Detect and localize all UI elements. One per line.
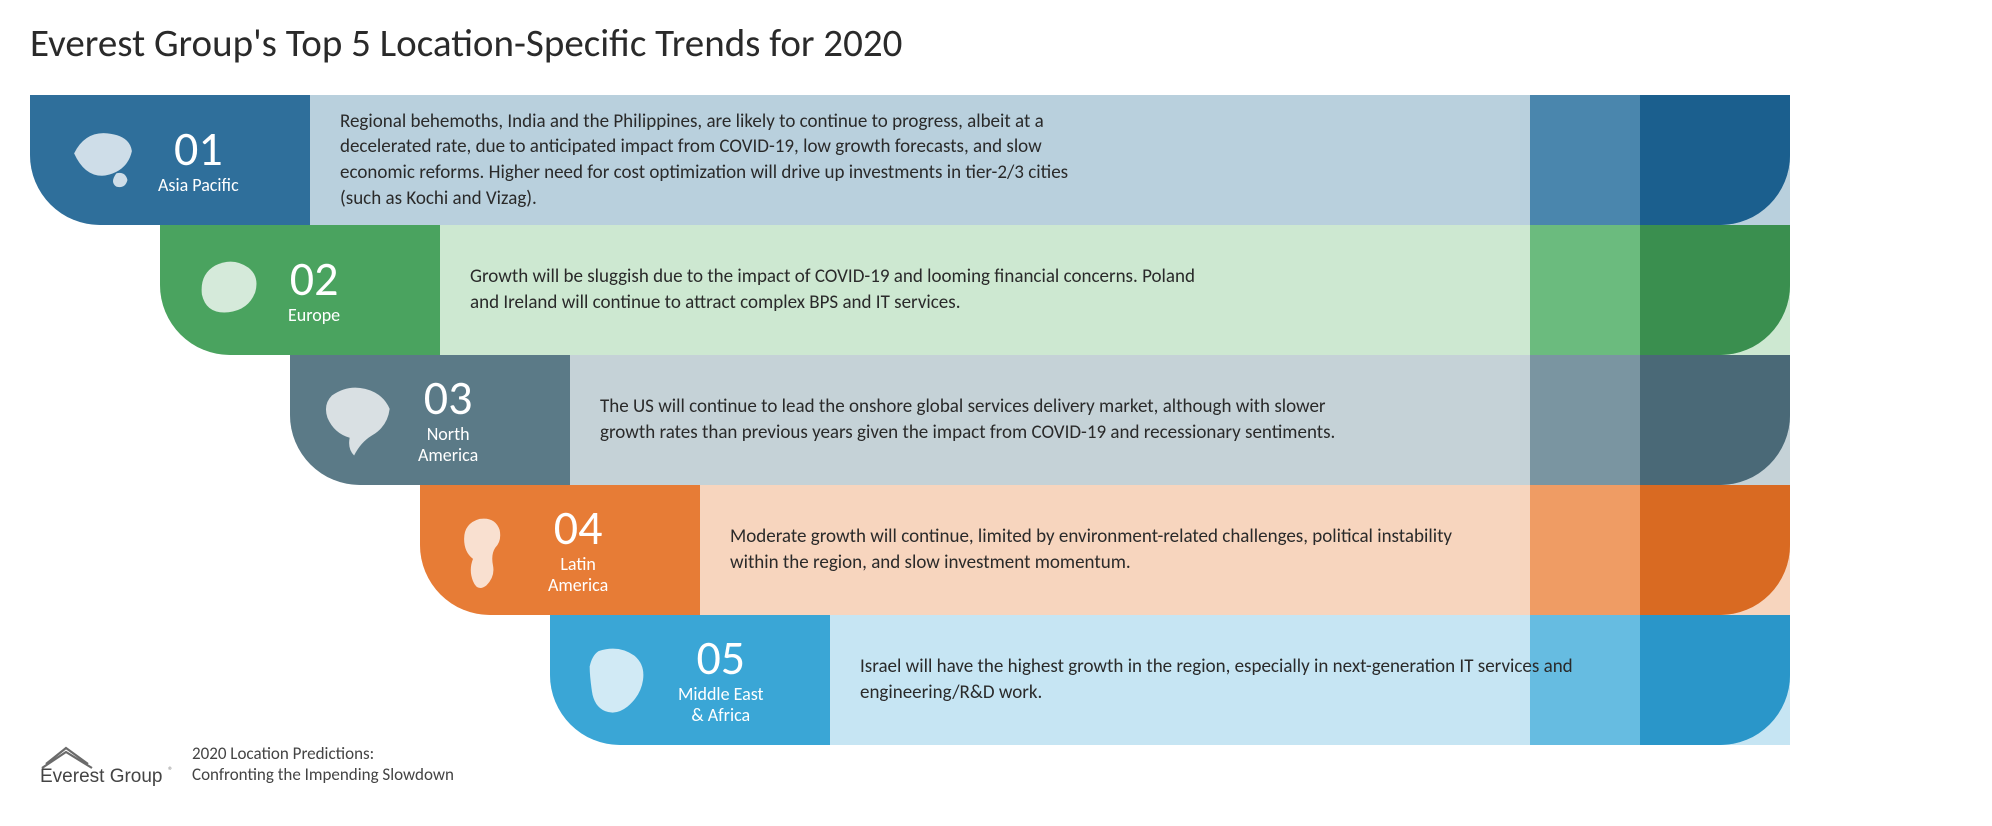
- row-cap-dark: [1640, 615, 1790, 745]
- logo: Everest Group ®: [40, 742, 180, 786]
- row-number-block: 02Europe: [288, 255, 340, 326]
- footer-line-1: 2020 Location Predictions:: [192, 743, 454, 764]
- row-number: 01: [158, 125, 239, 173]
- trend-row: 02Europe Growth will be sluggish due to t…: [30, 225, 1790, 355]
- north-america-icon: [318, 375, 408, 465]
- latin-america-icon: [448, 505, 538, 595]
- trend-row: 04LatinAmerica Moderate growth will conti…: [30, 485, 1790, 615]
- rows-container: 01Asia Pacific Regional behemoths, India …: [30, 95, 1790, 745]
- logo-mountain-icon: Everest Group ®: [40, 742, 180, 786]
- row-cap-dark: [1640, 95, 1790, 225]
- row-number-block: 04LatinAmerica: [548, 504, 608, 595]
- trend-row: 01Asia Pacific Regional behemoths, India …: [30, 95, 1790, 225]
- row-number: 03: [418, 374, 478, 422]
- row-leaf: 04LatinAmerica: [420, 485, 700, 615]
- row-description: Regional behemoths, India and the Philip…: [340, 95, 1100, 225]
- row-number-block: 03NorthAmerica: [418, 374, 478, 465]
- logo-text: Everest Group: [40, 766, 163, 786]
- row-description: Israel will have the highest growth in t…: [860, 615, 1620, 745]
- row-number: 05: [678, 634, 764, 682]
- trend-row: 03NorthAmerica The US will continue to le…: [30, 355, 1790, 485]
- row-leaf: 05Middle East& Africa: [550, 615, 830, 745]
- row-region: Europe: [288, 305, 340, 326]
- row-leaf: 03NorthAmerica: [290, 355, 570, 485]
- row-cap-dark: [1640, 225, 1790, 355]
- row-number-block: 01Asia Pacific: [158, 125, 239, 196]
- row-cap-dark: [1640, 485, 1790, 615]
- row-leaf: 01Asia Pacific: [30, 95, 310, 225]
- footer-caption: 2020 Location Predictions: Confronting t…: [192, 743, 454, 786]
- row-number-block: 05Middle East& Africa: [678, 634, 764, 725]
- page-title: Everest Group's Top 5 Location-Specific …: [30, 20, 902, 67]
- europe-icon: [188, 245, 278, 335]
- asia-pacific-icon: [58, 115, 148, 205]
- row-region: Asia Pacific: [158, 175, 239, 196]
- row-description: Moderate growth will continue, limited b…: [730, 485, 1490, 615]
- row-region: NorthAmerica: [418, 424, 478, 465]
- row-number: 02: [288, 255, 340, 303]
- trend-row: 05Middle East& Africa Israel will have th…: [30, 615, 1790, 745]
- row-description: The US will continue to lead the onshore…: [600, 355, 1360, 485]
- row-cap-dark: [1640, 355, 1790, 485]
- row-leaf: 02Europe: [160, 225, 440, 355]
- middle-east-africa-icon: [578, 635, 668, 725]
- svg-text:®: ®: [168, 764, 173, 777]
- row-number: 04: [548, 504, 608, 552]
- row-description: Growth will be sluggish due to the impac…: [470, 225, 1230, 355]
- footer: Everest Group ® 2020 Location Prediction…: [40, 742, 454, 786]
- row-region: LatinAmerica: [548, 554, 608, 595]
- footer-line-2: Confronting the Impending Slowdown: [192, 764, 454, 785]
- row-region: Middle East& Africa: [678, 684, 764, 725]
